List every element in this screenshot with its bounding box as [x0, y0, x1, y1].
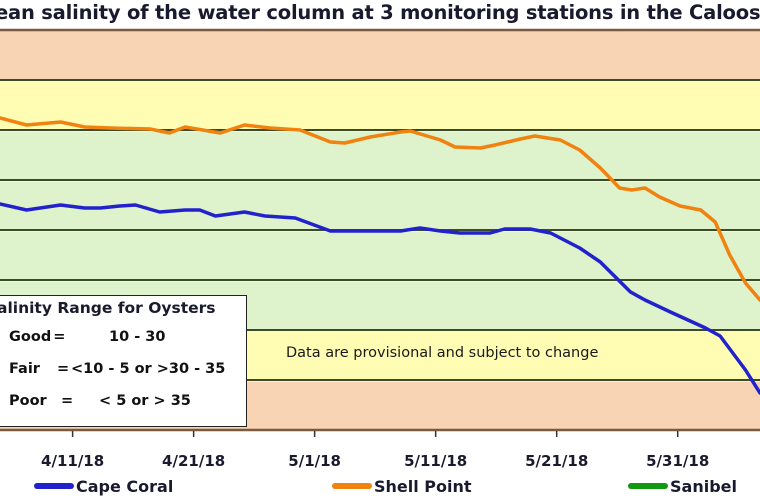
legend-swatch-sanibel: [628, 483, 668, 489]
legend-label-sanibel: Sanibel: [670, 476, 737, 496]
legend-item-cape-coral: Cape Coral: [34, 475, 173, 497]
oyster-legend-row-fair: Fair = <10 - 5 or >30 - 35: [9, 361, 225, 377]
series-line-shell-point: [0, 116, 760, 302]
oyster-legend-label: Fair: [9, 361, 40, 377]
chart-title: ean salinity of the water column at 3 mo…: [0, 0, 760, 28]
x-tick-label: 4/11/18: [41, 452, 105, 470]
oyster-legend-eq: =: [57, 361, 70, 377]
x-tick-label: 5/1/18: [288, 452, 341, 470]
legend-label-cape-coral: Cape Coral: [76, 476, 174, 496]
oyster-legend-eq: =: [61, 393, 74, 409]
x-tick-label: 4/21/18: [162, 452, 226, 470]
chart-title-text: ean salinity of the water column at 3 mo…: [0, 1, 760, 24]
oyster-legend-label: Poor: [9, 393, 47, 409]
legend-swatch-cape-coral: [34, 483, 74, 489]
x-tick-label: 5/21/18: [525, 452, 589, 470]
oyster-legend-row-good: Good = 10 - 30: [9, 329, 165, 345]
oyster-legend-eq: =: [53, 329, 66, 345]
legend-label-shell-point: Shell Point: [374, 476, 472, 496]
oyster-legend-range: 10 - 30: [109, 329, 166, 345]
oyster-legend-range: <10 - 5 or >30 - 35: [71, 361, 226, 377]
legend-item-shell-point: Shell Point: [332, 475, 472, 497]
series-line-cape-coral: [0, 202, 760, 395]
oyster-legend-label: Good: [9, 329, 52, 345]
oyster-legend-range: < 5 or > 35: [99, 393, 191, 409]
band-poor: [0, 30, 760, 80]
band-fair: [0, 80, 760, 130]
x-tick-label: 5/31/18: [646, 452, 710, 470]
oyster-salinity-legend: alinity Range for Oysters Good = 10 - 30 …: [0, 295, 247, 427]
provisional-data-note: Data are provisional and subject to chan…: [286, 345, 599, 361]
oyster-legend-header: alinity Range for Oysters: [0, 299, 216, 317]
legend-item-sanibel: Sanibel: [628, 475, 737, 497]
legend-swatch-shell-point: [332, 483, 372, 489]
oyster-legend-row-poor: Poor = < 5 or > 35: [9, 393, 191, 409]
x-tick-label: 5/11/18: [404, 452, 468, 470]
